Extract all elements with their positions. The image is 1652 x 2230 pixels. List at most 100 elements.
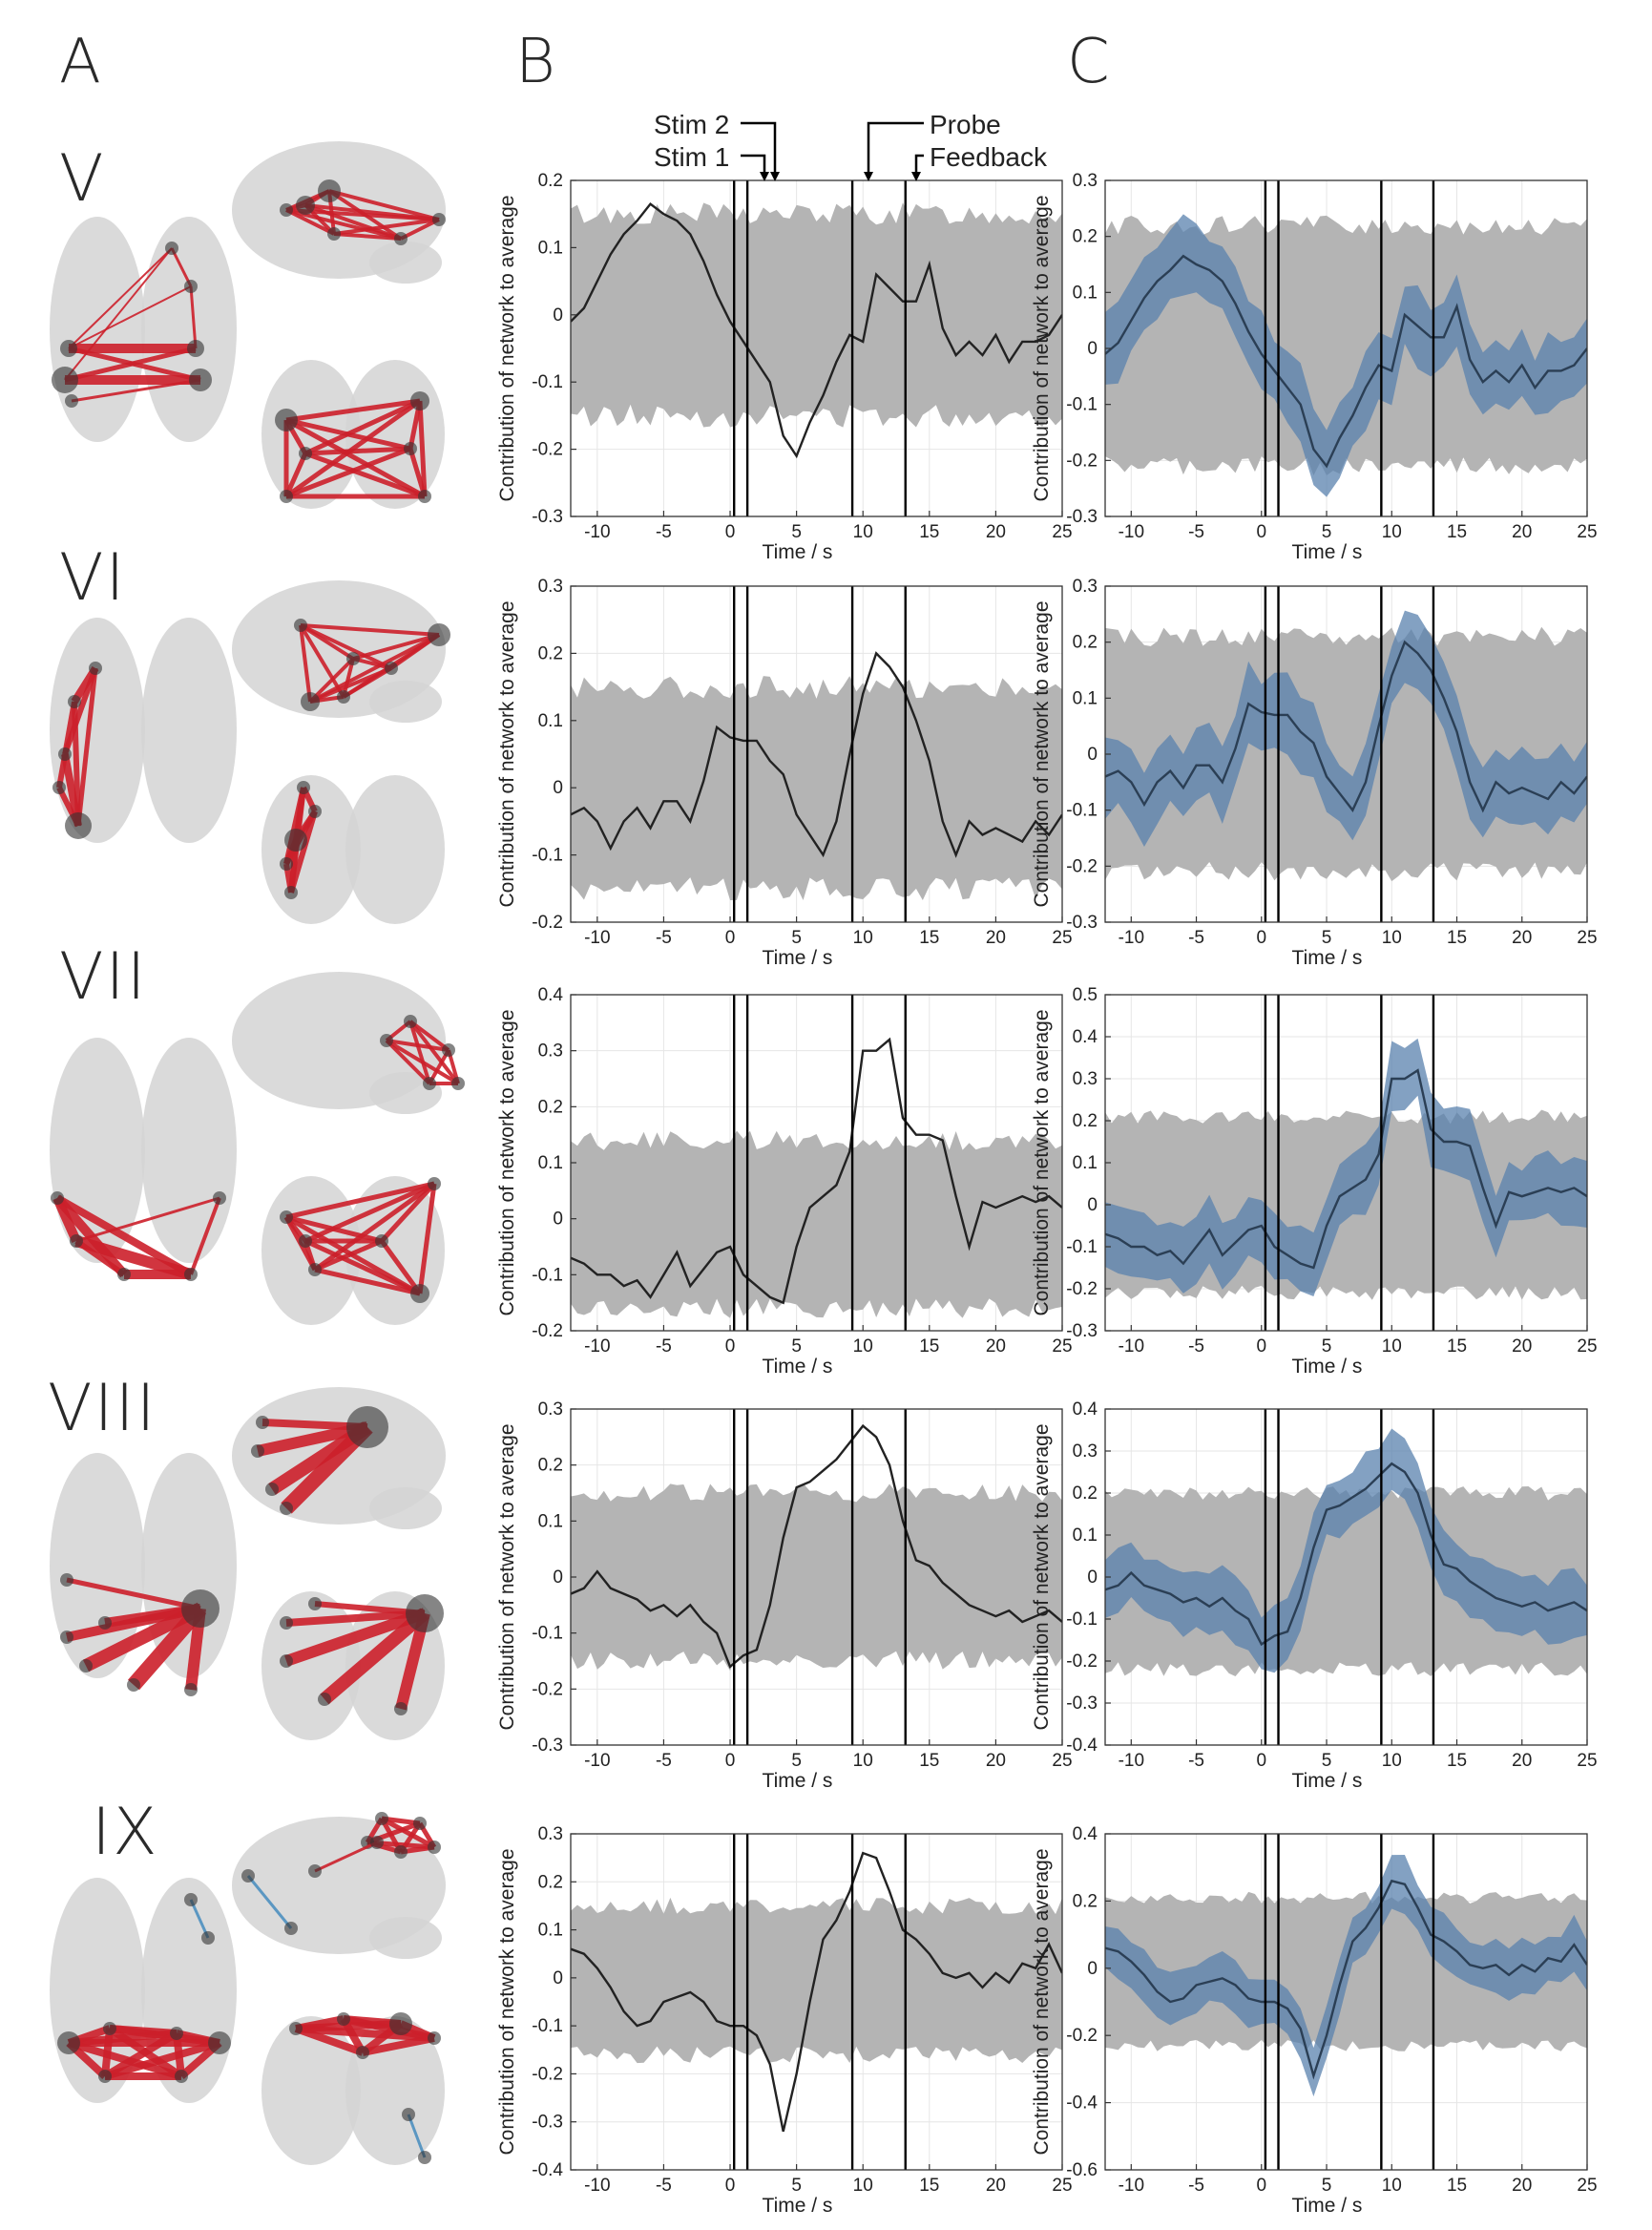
x-tick-label: 20 [1512,928,1532,948]
network-node [256,1416,269,1429]
network-node [406,1594,444,1632]
panel-letter-c: C [1067,27,1110,97]
network-node [98,1616,112,1630]
network-edge [362,2034,435,2056]
event-annotations: Stim 2 Stim 1 Probe Feedback [654,110,1048,181]
network-edge [300,623,392,670]
network-edge [304,451,426,499]
x-axis-label: Time / s [763,2195,833,2217]
network-edge [56,701,77,789]
x-tick-label: 25 [1577,522,1597,542]
y-tick-label: -0.1 [1066,1609,1098,1630]
network-node [98,2070,112,2083]
network-node [184,1893,198,1906]
network-node [418,2151,431,2164]
brain-right-hemisphere [141,618,237,843]
x-tick-label: 10 [1382,928,1402,948]
network-label-viii: VIII [48,1371,157,1446]
chart-B-IX: -10 -5 0 5 10 15 20 25 -0.4 -0.3 -0.2 -0.1 0 0.1 0.2 0.… [496,1824,1073,2217]
y-tick-label: 0.4 [1073,1399,1098,1420]
x-tick-label: 10 [853,522,873,542]
network-node [346,1406,388,1448]
x-tick-label: 10 [1382,1336,1402,1357]
x-tick-label: -5 [656,2176,672,2196]
network-node [51,1191,64,1205]
network-node [356,2046,369,2059]
network-node [184,1683,198,1696]
network-node [375,1812,388,1825]
network-node [213,1191,226,1205]
network-edge [74,1235,193,1280]
y-tick-label: 0.1 [538,1511,563,1531]
y-tick-label: 0 [553,1567,563,1588]
brain-cerebellum [369,1487,442,1529]
y-axis-label: Contribution of network to average [496,1009,518,1315]
y-axis-label: Contribution of network to average [1031,1423,1053,1730]
y-tick-label: 0.3 [1073,171,1098,191]
x-tick-label: 0 [725,928,736,948]
x-axis-label: Time / s [1292,1356,1363,1378]
x-tick-label: 10 [1382,2176,1402,2196]
y-tick-label: 0 [553,1210,563,1230]
y-axis-label: Contribution of network to average [496,195,518,501]
network-edge [55,1194,193,1278]
network-edge [385,1039,460,1085]
network-node [413,1817,427,1830]
network-edge [309,666,392,704]
x-tick-label: 15 [1447,2176,1467,2196]
network-edge [320,1608,429,1705]
network-edge [288,810,318,894]
network-node [299,447,312,460]
network-edge [304,446,411,456]
y-tick-label: 0 [1087,1959,1098,1979]
network-edge [408,1020,460,1085]
x-tick-label: 10 [853,2176,873,2196]
x-tick-label: 10 [853,1751,873,1771]
probe-arrow-icon [864,172,873,181]
x-axis-label: Time / s [1292,947,1363,969]
network-node [451,1077,465,1090]
y-tick-label: 0.2 [538,171,563,191]
y-tick-label: -0.1 [1066,395,1098,415]
x-tick-label: 0 [725,1751,736,1771]
network-node [280,490,293,503]
network-node [70,1234,83,1248]
y-tick-label: -0.2 [1066,1279,1098,1299]
y-tick-label: 0.1 [1073,1153,1098,1173]
network-edge [284,417,427,499]
network-edge [66,1577,201,1611]
network-node [251,1444,264,1458]
series-line [1105,254,1587,469]
y-tick-label: 0.2 [1073,1891,1098,1911]
network-node [394,1702,408,1715]
bootstrap-confidence-band [1105,610,1587,847]
network-edge [67,2039,183,2080]
y-tick-label: -0.2 [1066,2026,1098,2046]
network-node [58,747,72,761]
x-tick-label: -10 [584,522,610,542]
network-node [299,1234,312,1248]
x-tick-label: -10 [1119,1336,1144,1357]
y-tick-label: 0.1 [538,1153,563,1173]
network-edge [285,446,411,499]
network-node [60,1630,73,1644]
x-tick-label: -5 [1188,1336,1204,1357]
x-tick-label: 25 [1052,2176,1072,2196]
x-tick-label: 10 [1382,522,1402,542]
x-tick-label: 15 [1447,928,1467,948]
network-edge [352,633,440,661]
y-tick-label: 0 [1087,1195,1098,1215]
y-tick-label: 0 [1087,1567,1098,1588]
x-tick-label: -5 [656,928,672,948]
series-line [571,201,1062,459]
network-edge [314,1267,421,1296]
network-node [284,886,298,899]
series-line [1105,640,1587,813]
y-tick-label: 0.5 [1073,985,1098,1005]
network-node [284,829,307,852]
network-node [318,1693,331,1706]
network-node [60,1573,73,1587]
x-axis-label: Time / s [1292,1770,1363,1792]
network-node [308,1864,322,1878]
network-edge [314,1841,378,1873]
